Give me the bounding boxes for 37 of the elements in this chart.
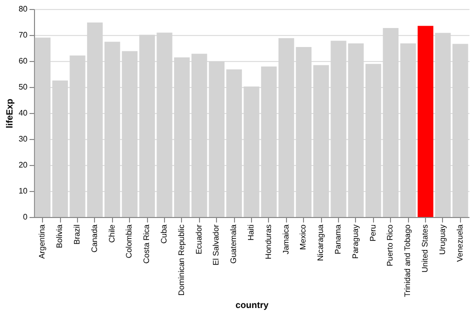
- y-tick-label: 60: [18, 56, 28, 66]
- y-tick-label: 80: [18, 4, 28, 14]
- y-axis-title: lifeExp: [4, 98, 15, 128]
- x-tick-label: Paraguay: [350, 224, 360, 259]
- x-tick-label: Brazil: [72, 224, 82, 245]
- x-tick-label: Dominican Republic: [176, 224, 186, 296]
- x-tick-label: Jamaica: [281, 224, 290, 254]
- x-tick-label: Peru: [368, 224, 378, 242]
- x-tick-label: United States: [420, 224, 430, 273]
- x-tick-label: Bolivia: [55, 224, 64, 248]
- x-tick-label: Nicaragua: [316, 224, 326, 261]
- x-tick-label: Argentina: [38, 224, 47, 259]
- x-tick-label: Colombia: [124, 224, 134, 258]
- x-tick-label: Uruguay: [438, 224, 447, 255]
- y-tick-label: 30: [18, 134, 28, 144]
- x-tick-label: Cuba: [160, 224, 168, 244]
- x-tick-label: Ecuador: [194, 224, 204, 254]
- y-tick-label: 40: [18, 108, 28, 118]
- x-tick-label: Venezuela: [455, 224, 464, 262]
- y-tick-label: 50: [18, 82, 28, 92]
- x-tick-label: Mexico: [298, 224, 308, 250]
- x-tick-label: Chile: [107, 224, 116, 243]
- x-tick-label: Trinidad and Tobago: [403, 224, 412, 297]
- x-tick-label: Costa Rica: [142, 224, 152, 264]
- x-tick-label: Honduras: [264, 224, 273, 260]
- y-tick-label: 20: [18, 160, 28, 170]
- y-tick-label: 0: [23, 212, 28, 222]
- x-axis-title: country: [235, 300, 269, 310]
- x-tick-label: Haiti: [246, 224, 256, 241]
- x-tick-label: Puerto Rico: [386, 224, 395, 266]
- x-tick-label: Panama: [334, 224, 342, 254]
- x-tick-label: Canada: [90, 224, 99, 253]
- y-tick-label: 70: [18, 30, 28, 40]
- bar: [418, 26, 434, 217]
- x-tick-label: Guatemala: [229, 224, 238, 264]
- x-tick-label: El Salvador: [212, 224, 221, 266]
- y-tick-label: 10: [18, 186, 28, 196]
